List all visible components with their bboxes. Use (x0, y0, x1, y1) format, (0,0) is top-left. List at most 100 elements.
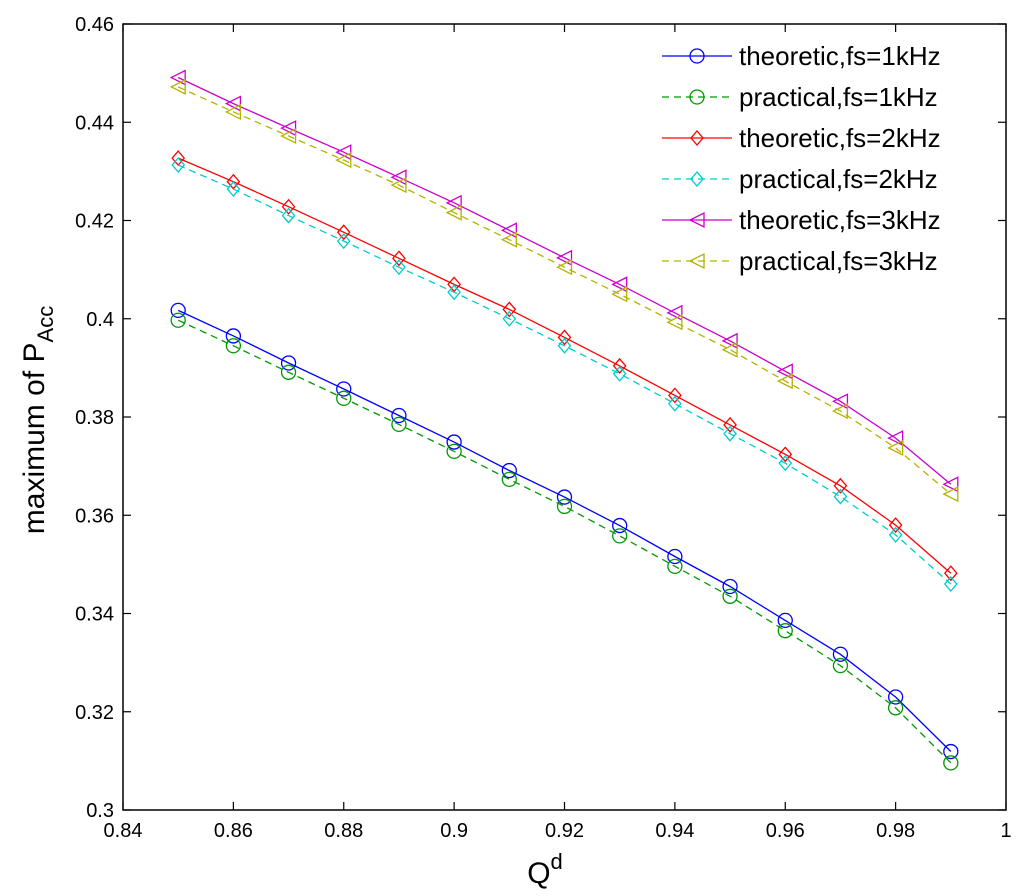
x-axis-title: Qd (527, 849, 563, 890)
data-point (833, 488, 848, 505)
data-point (391, 407, 407, 424)
legend-item: theoretic,fs=2kHz (662, 123, 941, 153)
x-tick-label: 0.98 (876, 820, 915, 842)
data-point (943, 576, 958, 593)
data-point (225, 328, 242, 344)
data-point (224, 103, 242, 120)
data-point (170, 302, 186, 319)
data-point (943, 755, 959, 771)
y-tick-label: 0.42 (75, 211, 114, 233)
data-point (335, 152, 352, 169)
data-point (556, 489, 573, 505)
legend-label: practical,fs=2kHz (739, 164, 938, 194)
y-tick-label: 0.3 (86, 800, 114, 822)
series-line (177, 164, 952, 585)
data-point (170, 312, 186, 328)
data-point (447, 284, 461, 301)
legend-item: practical,fs=2kHz (662, 164, 938, 194)
data-point (612, 528, 628, 544)
data-point (336, 233, 351, 250)
legend-item: theoretic,fs=1kHz (662, 41, 941, 71)
series-2 (170, 312, 959, 771)
x-tick-label: 0.86 (214, 820, 253, 842)
legend-marker (688, 211, 705, 229)
data-point (833, 477, 848, 494)
legend-item: practical,fs=3kHz (662, 246, 938, 276)
data-point (390, 177, 407, 194)
legend-marker (689, 48, 705, 64)
legend-item: practical,fs=1kHz (662, 82, 938, 112)
legend-label: practical,fs=1kHz (739, 82, 938, 112)
data-point (501, 471, 517, 488)
y-axis-title: maximum of PAcc (18, 306, 58, 534)
data-layer (169, 69, 959, 771)
x-tick-label: 0.92 (545, 820, 584, 842)
data-point (831, 403, 849, 420)
data-point (447, 276, 461, 293)
series-line (177, 76, 952, 485)
data-point (224, 95, 242, 112)
data-point (445, 204, 462, 221)
data-point (831, 393, 849, 410)
data-point (611, 276, 628, 293)
data-point (887, 700, 904, 716)
data-point (226, 181, 241, 198)
legend-label: practical,fs=3kHz (739, 246, 938, 276)
data-point (722, 578, 738, 595)
data-point (280, 127, 297, 145)
data-point (778, 455, 793, 472)
data-point (446, 434, 462, 450)
data-point (777, 623, 793, 639)
series-line (177, 319, 952, 764)
legend-marker (688, 252, 705, 270)
legend-marker (690, 171, 704, 187)
data-point (336, 381, 352, 397)
x-tick-label: 0.94 (655, 820, 694, 842)
series-4 (171, 156, 958, 593)
series-line (177, 309, 952, 752)
y-tick-label: 0.38 (75, 407, 114, 429)
data-point (611, 286, 628, 303)
data-point (942, 486, 959, 503)
data-point (942, 476, 959, 493)
legend-marker (689, 89, 705, 105)
data-point (171, 156, 186, 173)
data-point (777, 612, 793, 629)
data-point (943, 565, 958, 582)
y-tick-label: 0.44 (75, 112, 114, 134)
data-point (392, 250, 406, 267)
data-point (445, 194, 462, 211)
x-tick-label: 1 (1000, 820, 1011, 842)
data-point (390, 169, 407, 186)
data-point (280, 364, 297, 380)
data-point (723, 416, 737, 433)
data-point (169, 69, 186, 86)
data-point (612, 517, 628, 534)
tick-layer: 0.84 0.86 0.88 0.9 0.92 0.94 0.96 0.98 1 0.3 0.32 0… (75, 14, 1012, 842)
x-tick-label: 0.88 (324, 820, 363, 842)
x-tick-label: 0.9 (440, 820, 468, 842)
data-point (391, 416, 407, 433)
data-point (225, 338, 242, 354)
legend: theoretic,fs=1kHz practical,fs=1kHz theore… (662, 41, 941, 276)
data-point (612, 365, 627, 382)
data-point (666, 314, 683, 331)
series-6 (169, 78, 959, 503)
data-point (667, 558, 683, 574)
y-tick-label: 0.4 (86, 309, 114, 331)
data-point (943, 743, 959, 760)
data-point (502, 310, 517, 327)
data-point (888, 526, 903, 543)
data-point (446, 443, 462, 460)
legend-label: theoretic,fs=1kHz (739, 41, 941, 71)
x-tick-label: 0.96 (766, 820, 805, 842)
data-point (500, 231, 517, 248)
data-point (832, 657, 849, 674)
data-point (556, 249, 573, 266)
data-point (667, 548, 683, 565)
y-tick-label: 0.32 (75, 702, 114, 724)
series-line (177, 86, 952, 495)
x-tick-label: 0.84 (104, 820, 143, 842)
